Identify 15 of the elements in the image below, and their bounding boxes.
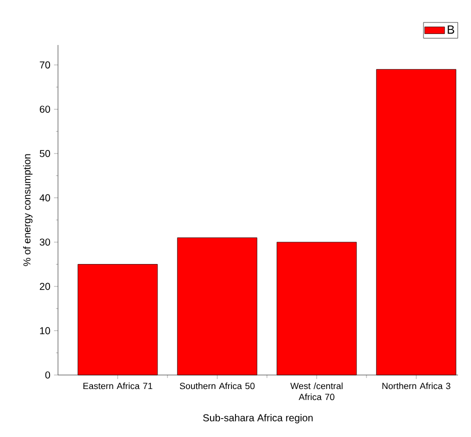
y-axis-title: % of energy consumption	[23, 154, 32, 266]
legend-label: B	[448, 25, 454, 34]
x-axis-title: Sub-sahara Africa region	[203, 414, 313, 424]
y-tick-label: 70	[40, 61, 50, 68]
x-tick-label: Northern Africa 3	[382, 382, 450, 390]
y-tick-label: 50	[40, 150, 50, 158]
y-tick-label: 60	[40, 106, 50, 113]
y-tick-label: 10	[40, 327, 50, 334]
y-tick-label: 30	[40, 238, 50, 246]
y-tick-label: 0	[45, 371, 50, 379]
y-tick-label: 20	[40, 282, 50, 290]
x-tick-label: West /central Africa 70	[290, 382, 343, 400]
x-tick-label: Southern Africa 50	[180, 382, 255, 390]
x-tick-label: Eastern Africa 71	[83, 382, 152, 390]
y-tick-label: 40	[40, 194, 50, 202]
